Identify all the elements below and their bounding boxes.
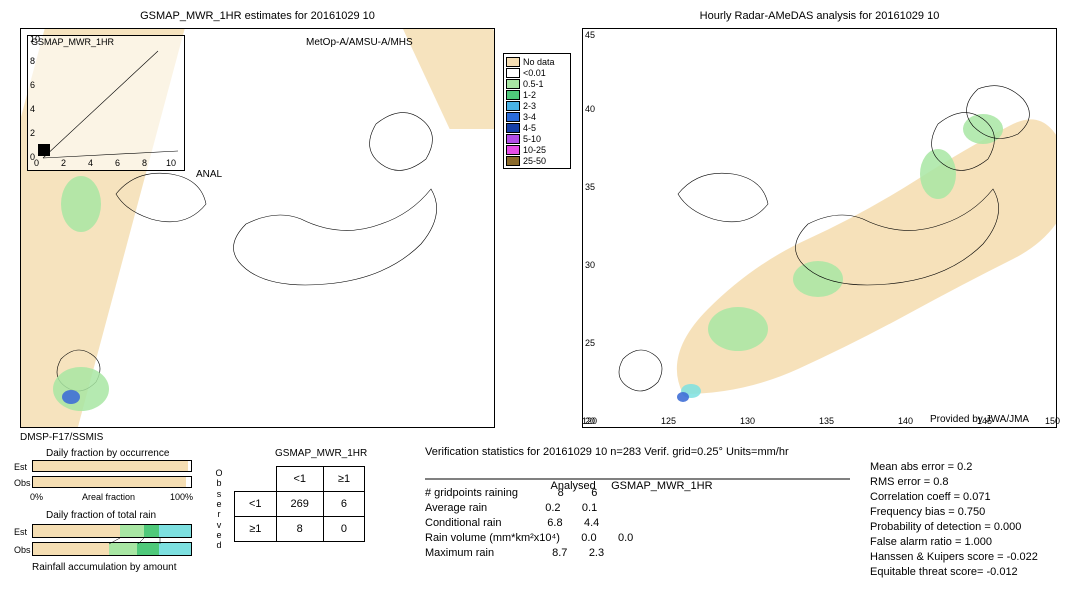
- legend-item: 1-2: [506, 89, 568, 100]
- coverage-right: [583, 29, 1056, 427]
- est-tag-1: Est: [14, 462, 27, 472]
- ct-h2: ≥1: [323, 467, 364, 492]
- legend-item: 5-10: [506, 133, 568, 144]
- legend-item: 2-3: [506, 100, 568, 111]
- ct-c21: 8: [276, 517, 323, 542]
- accum-title: Rainfall accumulation by amount: [32, 562, 177, 573]
- stack-connectors: [32, 524, 192, 558]
- axis-right: 100%: [170, 492, 193, 502]
- ct-r1: <1: [235, 492, 277, 517]
- ctable-title: GSMAP_MWR_1HR: [275, 448, 367, 459]
- axis-label: Areal fraction: [82, 492, 135, 502]
- ct-c11: 269: [276, 492, 323, 517]
- left-map-title: GSMAP_MWR_1HR estimates for 20161029 10: [20, 10, 495, 22]
- provider-label: Provided by JWA/JMA: [930, 414, 1029, 425]
- ct-h1: <1: [276, 467, 323, 492]
- right-map-title: Hourly Radar-AMeDAS analysis for 2016102…: [582, 10, 1057, 22]
- ct-c12: 6: [323, 492, 364, 517]
- verify-stats: Mean abs error = 0.2 RMS error = 0.8 Cor…: [870, 460, 1038, 580]
- right-map: [582, 28, 1057, 428]
- total-title: Daily fraction of total rain: [46, 510, 156, 521]
- legend-item: No data: [506, 56, 568, 67]
- contingency-table: <1 ≥1 <1 269 6 ≥1 8 0: [234, 466, 365, 542]
- legend-item: 10-25: [506, 144, 568, 155]
- legend: No data<0.010.5-11-22-33-44-55-1010-2525…: [503, 53, 571, 169]
- est-tag-2: Est: [14, 527, 27, 537]
- verify-header: Verification statistics for 20161029 10 …: [425, 446, 789, 458]
- occ-obs-bar: [32, 476, 192, 488]
- inset-panel: [27, 35, 185, 171]
- legend-item: 4-5: [506, 122, 568, 133]
- occ-title: Daily fraction by occurrence: [46, 448, 169, 459]
- legend-item: <0.01: [506, 67, 568, 78]
- occ-est-bar: [32, 460, 192, 472]
- left-map: GSMAP_MWR_1HR ANAL MetOp-A/AMSU-A/MHS: [20, 28, 495, 428]
- obs-tag-1: Obs: [14, 478, 31, 488]
- anal-label: ANAL: [196, 169, 222, 180]
- observed-vert: Observed: [214, 468, 224, 551]
- obs-tag-2: Obs: [14, 545, 31, 555]
- ct-c22: 0: [323, 517, 364, 542]
- verify-rows: # gridpoints raining 8 6 Average rain 0.…: [425, 486, 633, 561]
- inset-title: GSMAP_MWR_1HR: [31, 37, 114, 47]
- legend-item: 25-50: [506, 155, 568, 166]
- metop-annot: MetOp-A/AMSU-A/MHS: [306, 37, 413, 48]
- ct-r2: ≥1: [235, 517, 277, 542]
- left-footer: DMSP-F17/SSMIS: [20, 432, 103, 443]
- legend-item: 0.5-1: [506, 78, 568, 89]
- axis-left: 0%: [30, 492, 43, 502]
- legend-item: 3-4: [506, 111, 568, 122]
